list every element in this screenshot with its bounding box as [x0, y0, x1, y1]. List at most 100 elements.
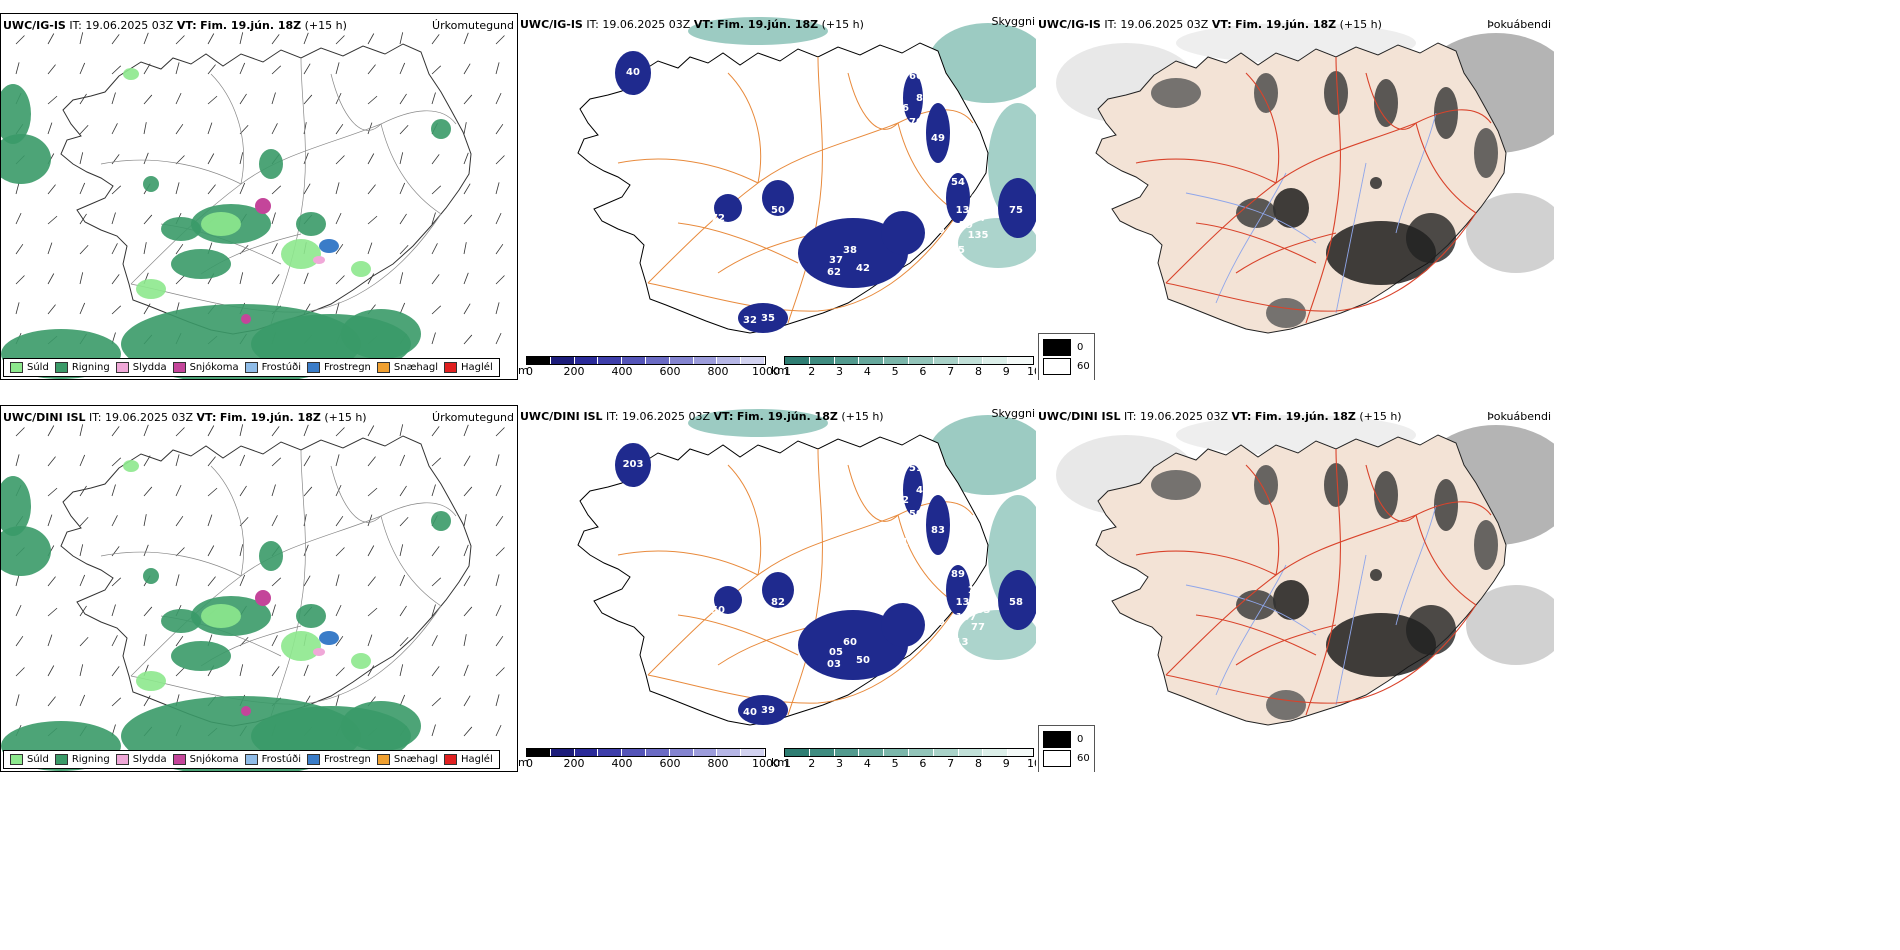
legend-item: Rigning [54, 362, 110, 373]
field-patch [881, 603, 925, 647]
legend-label: Frostúði [261, 754, 301, 765]
field-patch [928, 415, 1036, 495]
cloud-base-label: 77 [971, 622, 985, 633]
colorbar-strip [784, 356, 1034, 365]
cloud-base-label: 135 [968, 230, 989, 241]
field-patch [1406, 213, 1456, 263]
cloud-colorbar-m: 0 200 400 600 800 1000 [526, 748, 780, 770]
legend-label: Rigning [71, 362, 110, 373]
precip-fields [1, 460, 451, 771]
fog-legend-item: 60 [1043, 750, 1090, 767]
panel-title: Þokuábendi [1487, 18, 1551, 31]
field-patch [714, 586, 742, 614]
cloud-base-label: 37 [829, 255, 843, 266]
legend-swatch [307, 362, 320, 373]
panel-header: UWC/DINI ISL IT: 19.06.2025 03Z VT: Fim.… [3, 411, 367, 424]
cloud-base-label: 05 [931, 225, 945, 236]
field-patch [1466, 585, 1554, 665]
colorbar-bin [645, 357, 670, 364]
cloud-base-label: 58 [1009, 597, 1023, 608]
cloud-base-label: 29 [959, 220, 973, 231]
legend-label: Rigning [71, 754, 110, 765]
colorbar-bin [958, 357, 984, 364]
cloud-base-label: 42 [916, 485, 930, 496]
field-patch [341, 309, 421, 359]
cloud-base-label: 39 [761, 705, 775, 716]
field-patch [1, 476, 31, 536]
colorbar-bin [785, 357, 810, 364]
cloud-base-label: 59 [909, 509, 923, 520]
colorbar-tick: 6 [919, 757, 927, 770]
legend-swatch [10, 754, 23, 765]
cloud-base-label: 35 [761, 313, 775, 324]
precip-legend: Súld Rigning Slydda Snjókoma Frostúði Frostre… [3, 750, 500, 769]
colorbar-bin [669, 357, 694, 364]
field-patch [123, 460, 139, 472]
legend-item: Súld [10, 362, 49, 373]
colorbar-bin [884, 357, 909, 364]
field-patch [615, 443, 651, 487]
cloud-base-label: 40 [743, 707, 757, 718]
colorbar-bin [527, 749, 551, 756]
colorbar-tick: 3 [836, 365, 844, 378]
colorbar-bin [550, 357, 575, 364]
panel-header: UWC/IG-IS IT: 19.06.2025 03Z VT: Fim. 19… [1038, 18, 1382, 31]
legend-item: Frostúði [244, 362, 301, 373]
colorbar-bin [859, 749, 885, 756]
colorbar-bin [908, 357, 934, 364]
colorbar-bin [1008, 357, 1033, 364]
colorbar-bin [785, 749, 810, 756]
field-patch [1434, 87, 1458, 139]
legend-label: Snæhagl [393, 362, 439, 373]
wind-barbs [15, 32, 505, 345]
field-patch [143, 568, 159, 584]
field-patch [688, 17, 828, 45]
legend-swatch [54, 362, 68, 373]
field-patch [1254, 73, 1278, 113]
colorbar-tick: 2 [808, 365, 816, 378]
colorbar-bin [908, 749, 934, 756]
fog-legend-item: 0 [1043, 339, 1090, 356]
fog-legend: 0 60 [1038, 725, 1095, 772]
cloud-unit-km: km [771, 364, 789, 377]
field-patch [259, 149, 283, 179]
panel-title: Úrkomutegund [432, 411, 514, 424]
field-patch [1474, 128, 1498, 178]
field-patch [161, 217, 201, 241]
field-patch [255, 198, 271, 214]
legend-swatch [444, 754, 458, 765]
cloud-base-label: 49 [931, 133, 945, 144]
panel-header: UWC/DINI ISL IT: 19.06.2025 03Z VT: Fim.… [1038, 410, 1402, 423]
cloud-base-label: 75 [1009, 205, 1023, 216]
colorbar-tick: 400 [611, 365, 633, 378]
legend-label: Frostregn [324, 362, 371, 373]
field-patch [881, 211, 925, 255]
fog-legend-swatch [1043, 358, 1071, 375]
legend-label: Haglél [461, 754, 493, 765]
colorbar-tick: 7 [947, 365, 955, 378]
colorbar-bin [622, 357, 646, 364]
field-patch [946, 565, 970, 615]
panel-header: UWC/DINI ISL IT: 19.06.2025 03Z VT: Fim.… [520, 410, 884, 423]
legend-label: Slydda [132, 754, 167, 765]
colorbar-tick: 5 [891, 365, 899, 378]
fog-legend-item: 60 [1043, 358, 1090, 375]
field-patch [946, 173, 970, 223]
field-patch [1273, 580, 1309, 620]
cloud-base-label: 08 [761, 517, 775, 528]
field-patch [319, 631, 339, 645]
field-patch [351, 653, 371, 669]
fog-map-row1 [1056, 23, 1554, 334]
colorbar-tick: 10 [1027, 757, 1036, 770]
legend-item: Snæhagl [376, 362, 439, 373]
colorbar-bin [933, 357, 959, 364]
colorbar-bin [809, 749, 835, 756]
field-patch [143, 176, 159, 192]
field-patch [798, 218, 908, 288]
cloud-base-label: 83 [931, 525, 945, 536]
field-patch [161, 609, 201, 633]
field-patch [998, 570, 1036, 630]
cloud-base-label: 62 [827, 267, 841, 278]
field-patch [903, 73, 923, 123]
